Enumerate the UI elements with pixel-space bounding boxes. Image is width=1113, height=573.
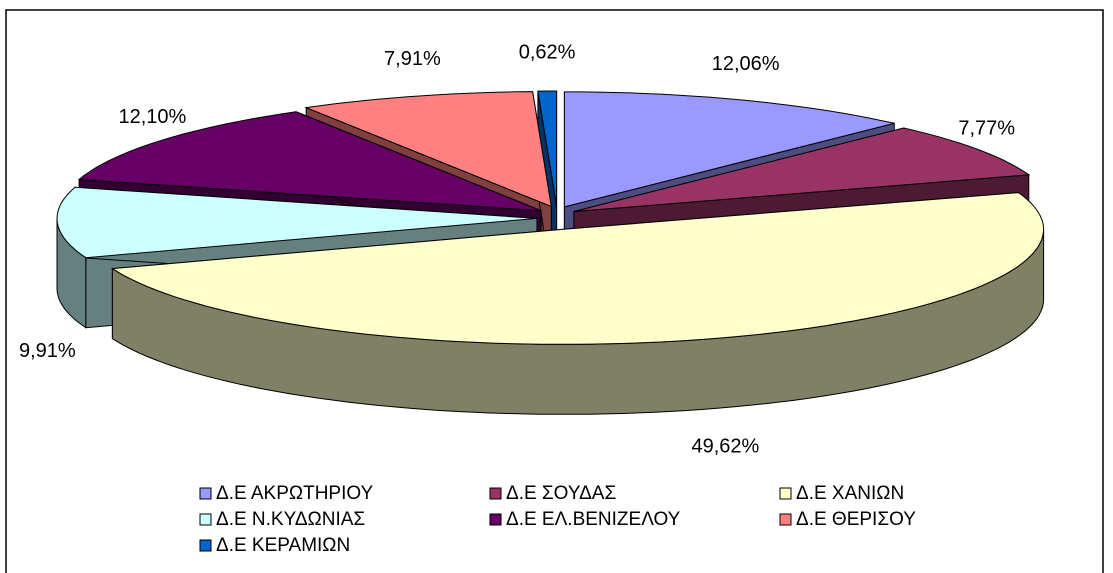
legend-label: Δ.Ε ΣΟΥΔΑΣ [506, 483, 616, 504]
data-label: 9,91% [19, 340, 76, 362]
slice [304, 91, 552, 208]
legend-swatch [779, 487, 792, 500]
slice [110, 192, 1045, 345]
legend-label: Δ.Ε ΚΕΡΑΜΙΩΝ [216, 535, 350, 556]
data-label: 0,62% [519, 41, 576, 63]
legend-label: Δ.Ε ΘΕΡΙΣΟΥ [796, 509, 916, 530]
slice [537, 90, 558, 207]
data-label: 12,10% [119, 106, 187, 128]
legend-label: Δ.Ε ΧΑΝΙΩΝ [796, 483, 904, 504]
legend-label: Δ.Ε ΕΛ.ΒΕΝΙΖΕΛΟΥ [506, 509, 681, 530]
data-label: 7,91% [384, 48, 441, 70]
legend-label: Δ.Ε Ν.ΚΥΔΩΝΙΑΣ [216, 509, 365, 530]
slice [573, 127, 1031, 212]
legend-label: Δ.Ε ΑΚΡΩΤΗΡΙΟΥ [216, 483, 374, 504]
data-label: 12,06% [712, 53, 780, 75]
legend-swatch [199, 487, 212, 500]
slice [77, 111, 542, 212]
data-label: 7,77% [958, 117, 1015, 139]
slice [56, 186, 538, 259]
legend-swatch [489, 513, 502, 526]
legend-swatch [489, 487, 502, 500]
legend-swatch [199, 539, 212, 552]
slice [563, 91, 895, 208]
legend-swatch [199, 513, 212, 526]
data-label: 49,62% [691, 435, 759, 457]
legend-swatch [779, 513, 792, 526]
